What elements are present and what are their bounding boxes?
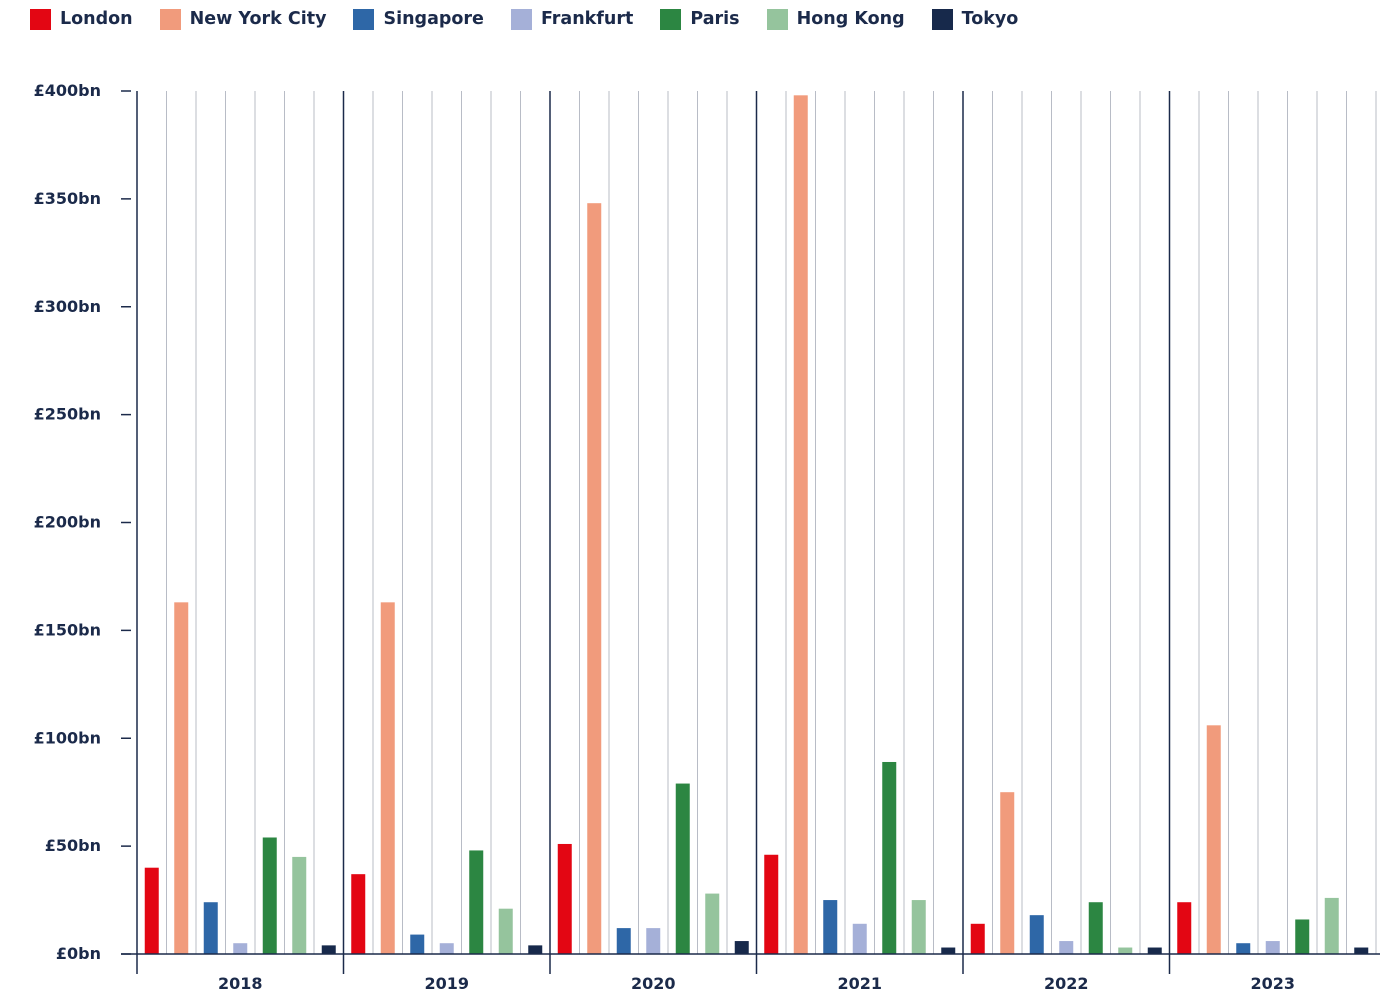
x-tick-label: 2018 bbox=[218, 974, 263, 993]
bar bbox=[1295, 919, 1310, 954]
y-tick-label: £100bn bbox=[34, 728, 101, 747]
bar bbox=[646, 928, 661, 954]
bar bbox=[911, 900, 926, 954]
bar bbox=[1354, 947, 1369, 954]
y-tick-label: £0bn bbox=[56, 944, 101, 963]
bar bbox=[970, 923, 985, 954]
y-tick-label: £150bn bbox=[34, 620, 101, 639]
y-tick-label: £50bn bbox=[45, 836, 101, 855]
bar bbox=[734, 941, 749, 954]
legend-item: Frankfurt bbox=[510, 8, 634, 30]
bar bbox=[469, 850, 484, 954]
legend-swatch bbox=[159, 8, 181, 30]
bar bbox=[1177, 902, 1192, 954]
legend-swatch bbox=[931, 8, 953, 30]
x-tick-label: 2021 bbox=[837, 974, 882, 993]
y-tick-label: £350bn bbox=[34, 189, 101, 208]
legend-item: London bbox=[30, 8, 133, 30]
chart-legend: London New York City Singapore Frankfurt Par… bbox=[30, 6, 1045, 32]
x-tick-label: 2022 bbox=[1044, 974, 1089, 993]
bar bbox=[262, 837, 277, 954]
bar bbox=[616, 928, 631, 954]
legend-label: Tokyo bbox=[961, 9, 1019, 29]
bar bbox=[1118, 947, 1133, 954]
legend-swatch bbox=[660, 8, 682, 30]
y-tick-label: £300bn bbox=[34, 297, 101, 316]
bar bbox=[1265, 941, 1280, 954]
bar bbox=[675, 783, 690, 954]
legend-label: London bbox=[60, 9, 133, 29]
legend-item: New York City bbox=[159, 8, 327, 30]
legend-item: Tokyo bbox=[931, 8, 1019, 30]
bar bbox=[1147, 947, 1162, 954]
bar bbox=[587, 203, 602, 954]
legend-label: Paris bbox=[690, 9, 740, 29]
bar bbox=[528, 945, 543, 954]
bar bbox=[705, 893, 720, 954]
bar bbox=[292, 856, 307, 954]
bar bbox=[498, 908, 513, 954]
legend-label: Frankfurt bbox=[540, 9, 634, 29]
x-tick-label: 2019 bbox=[424, 974, 469, 993]
bar bbox=[174, 602, 189, 954]
legend-swatch bbox=[510, 8, 532, 30]
legend-swatch bbox=[30, 8, 51, 30]
bar bbox=[882, 761, 897, 954]
bar bbox=[144, 867, 159, 954]
bar bbox=[1029, 915, 1044, 954]
bar bbox=[380, 602, 395, 954]
bar bbox=[1000, 792, 1015, 954]
bar bbox=[1324, 897, 1339, 954]
bar bbox=[764, 854, 779, 954]
bar bbox=[557, 843, 572, 954]
legend-label: Hong Kong bbox=[796, 9, 905, 29]
bar bbox=[941, 947, 956, 954]
y-tick-label: £250bn bbox=[34, 405, 101, 424]
legend-item: Singapore bbox=[353, 8, 484, 30]
x-tick-label: 2023 bbox=[1250, 974, 1295, 993]
bar bbox=[1059, 941, 1074, 954]
bar bbox=[233, 943, 248, 954]
y-tick-label: £400bn bbox=[34, 81, 101, 100]
legend-label: New York City bbox=[189, 9, 327, 29]
bar bbox=[410, 934, 425, 954]
bar bbox=[1206, 725, 1221, 954]
bar bbox=[823, 900, 838, 954]
legend-swatch bbox=[766, 8, 788, 30]
bar bbox=[351, 874, 366, 954]
legend-swatch bbox=[353, 8, 375, 30]
x-tick-label: 2020 bbox=[631, 974, 676, 993]
bar bbox=[203, 902, 218, 954]
legend-item: Paris bbox=[660, 8, 740, 30]
legend-label: Singapore bbox=[383, 9, 484, 29]
bar bbox=[1088, 902, 1103, 954]
bar bbox=[321, 945, 336, 954]
legend-item: Hong Kong bbox=[766, 8, 905, 30]
bar bbox=[793, 95, 808, 954]
y-tick-label: £200bn bbox=[34, 513, 101, 532]
bar bbox=[852, 923, 867, 954]
bar bbox=[439, 943, 454, 954]
bar bbox=[1236, 943, 1251, 954]
